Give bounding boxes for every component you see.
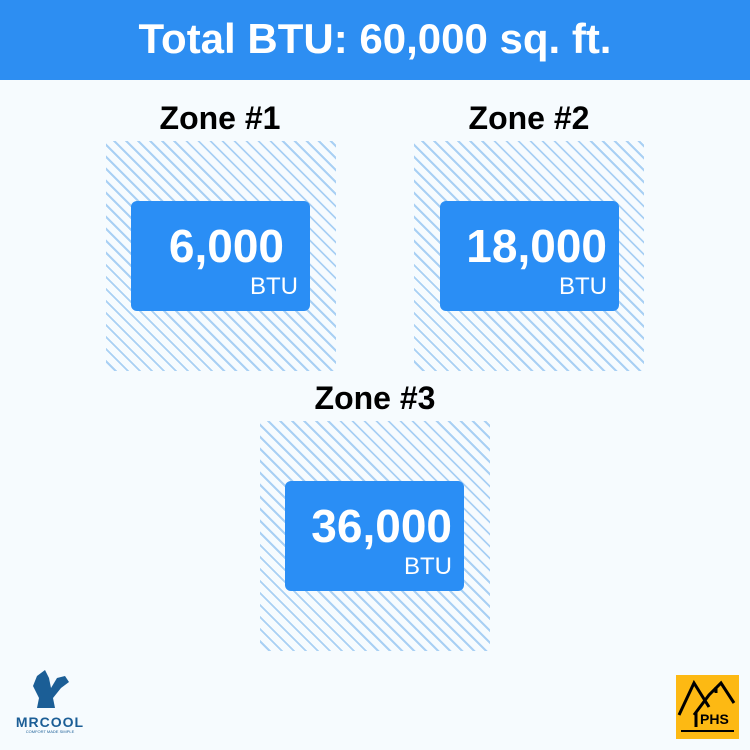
zone-3-unit: BTU: [404, 553, 452, 580]
mrcool-logo: MRCOOL COMFORT MADE SIMPLE: [10, 668, 90, 735]
zone-1-area: 6,000 BTU: [106, 141, 336, 371]
house-icon: [677, 679, 736, 732]
zone-3-area: 36,000 BTU: [260, 421, 490, 651]
phs-wordmark: PHS: [700, 711, 729, 727]
zone-2-btu-card: 18,000 BTU: [440, 201, 619, 311]
phs-logo: PHS: [676, 675, 739, 739]
zone-1-unit: BTU: [250, 273, 298, 300]
page-header: Total BTU: 60,000 sq. ft.: [0, 0, 750, 80]
zone-3-title: Zone #3: [314, 380, 436, 416]
zone-3-btu-card: 36,000 BTU: [285, 481, 464, 591]
bear-icon: [33, 670, 69, 708]
zone-2-area: 18,000 BTU: [414, 141, 644, 371]
zone-2-value: 18,000: [466, 220, 607, 272]
zone-1-value: 6,000: [168, 220, 284, 272]
zone-3-value: 36,000: [311, 500, 452, 552]
mrcool-wordmark: MRCOOL: [15, 714, 85, 730]
zone-1-btu-card: 6,000 BTU: [131, 201, 310, 311]
mrcool-tagline: COMFORT MADE SIMPLE: [25, 729, 75, 734]
zone-2-unit: BTU: [559, 273, 607, 300]
zone-1-title: Zone #1: [159, 100, 281, 136]
zone-2-title: Zone #2: [468, 100, 590, 136]
